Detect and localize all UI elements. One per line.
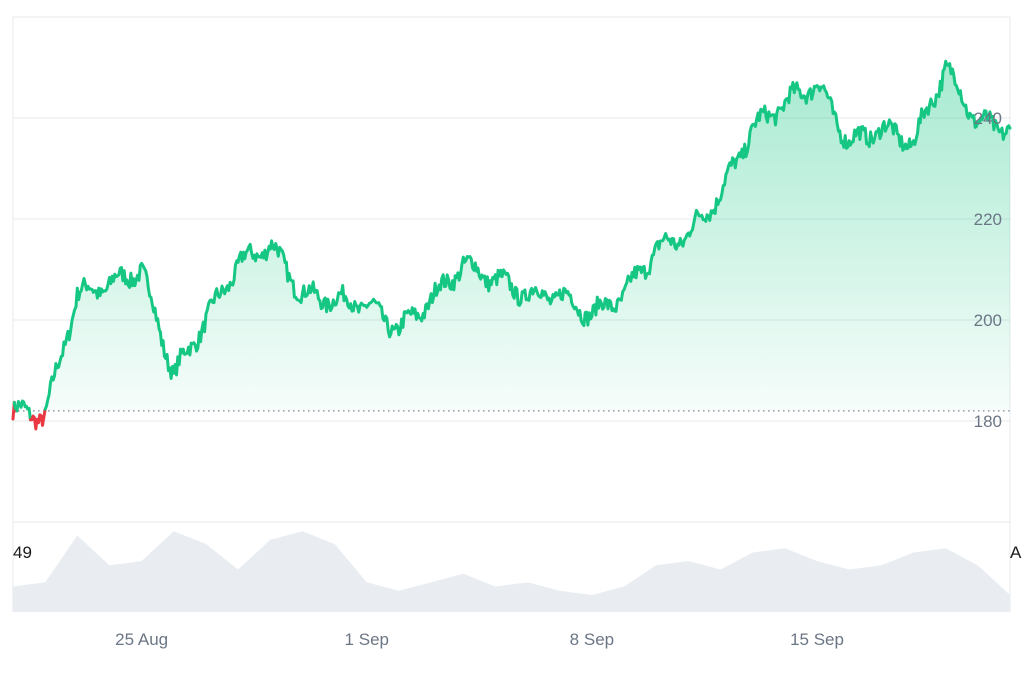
y-tick-label: 220 (974, 210, 1002, 229)
area-layer (13, 61, 1010, 429)
line-layer (11, 59, 1012, 431)
price-area (13, 61, 1010, 429)
y-axis-labels: 180 200 220 240 (974, 109, 1002, 431)
y-tick-label: 240 (974, 109, 1002, 128)
price-line-up (43, 59, 1012, 411)
volume-right-label: A (1010, 543, 1022, 562)
volume-left-label: 49 (13, 543, 32, 562)
y-tick-label: 180 (974, 412, 1002, 431)
price-line-up (15, 399, 32, 422)
volume-area (13, 531, 1010, 612)
y-tick-label: 200 (974, 311, 1002, 330)
volume-layer (13, 531, 1010, 612)
x-tick-label: 15 Sep (790, 630, 844, 649)
price-line-down (28, 407, 47, 431)
x-axis-labels: 25 Aug 1 Sep 8 Sep 15 Sep (115, 630, 844, 649)
x-tick-label: 1 Sep (345, 630, 389, 649)
x-tick-label: 25 Aug (115, 630, 168, 649)
x-tick-label: 8 Sep (570, 630, 614, 649)
